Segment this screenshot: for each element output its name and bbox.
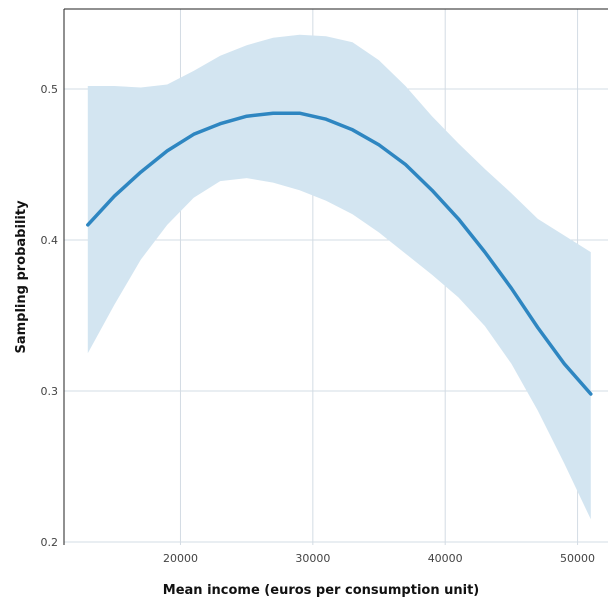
x-axis-title: Mean income (euros per consumption unit) <box>163 583 479 598</box>
y-axis-ticks: 0.2 0.3 0.4 0.5 <box>41 83 59 549</box>
confidence-band <box>87 34 591 520</box>
x-tick-label: 30000 <box>295 552 330 565</box>
y-axis-title: Sampling probability <box>14 200 29 354</box>
y-tick-label: 0.2 <box>41 536 59 549</box>
x-tick-label: 40000 <box>428 552 463 565</box>
y-tick-label: 0.3 <box>41 385 59 398</box>
y-tick-label: 0.4 <box>41 234 59 247</box>
x-tick-label: 20000 <box>163 552 198 565</box>
x-tick-label: 50000 <box>560 552 595 565</box>
x-axis-ticks: 20000 30000 40000 50000 <box>163 552 595 565</box>
series-line <box>86 111 593 396</box>
y-tick-label: 0.5 <box>41 83 59 96</box>
